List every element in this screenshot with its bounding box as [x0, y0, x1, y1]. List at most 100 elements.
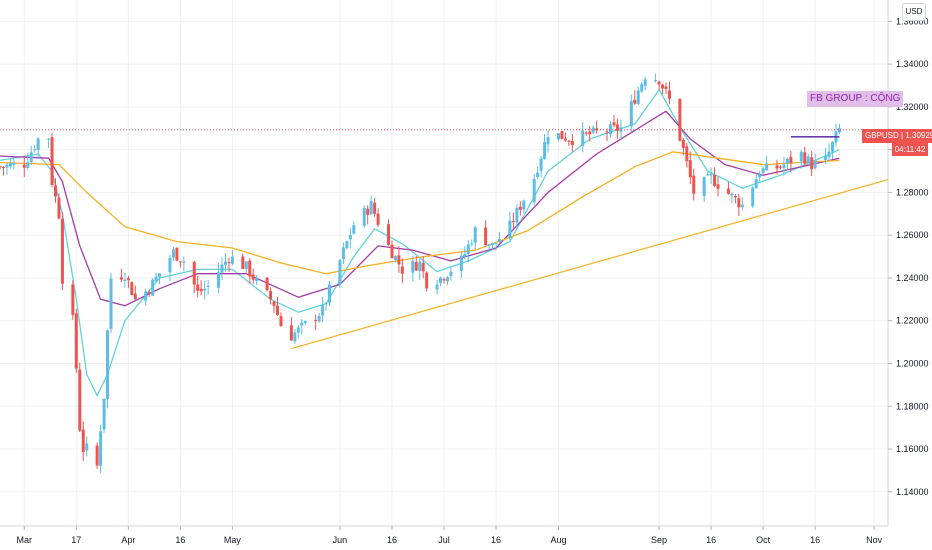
candle-down [605, 131, 609, 133]
candle-down [192, 261, 196, 285]
candle-up [33, 149, 37, 151]
candle-down [414, 261, 418, 271]
candle-down [376, 213, 380, 225]
candle-up [203, 288, 207, 291]
price-tick-label: 1.34000 [896, 59, 929, 69]
candle-down [276, 305, 279, 315]
candle-up [536, 172, 540, 177]
candle-down [692, 175, 696, 194]
candle-up [352, 225, 356, 234]
candle-down [397, 255, 401, 265]
candle-up [144, 291, 148, 301]
grid [0, 0, 888, 526]
candle-up [223, 261, 227, 265]
candle-up [5, 164, 9, 168]
candle-up [47, 138, 51, 140]
candle-up [99, 431, 103, 466]
candle-down [119, 277, 123, 280]
candle-up [643, 79, 647, 86]
candle-down [511, 221, 515, 223]
moving-average-line [0, 151, 840, 275]
candle-down [248, 260, 252, 277]
price-tick-label: 1.36000 [896, 16, 929, 26]
candle-up [362, 207, 366, 226]
candle-down [71, 284, 75, 315]
candle-up [543, 142, 547, 159]
price-tick-label: 1.26000 [896, 230, 929, 240]
candle-down [22, 164, 26, 168]
time-tick-label: 16 [810, 535, 820, 545]
candle-down [726, 188, 730, 194]
candle-up [709, 173, 713, 176]
candle-up [751, 187, 755, 207]
time-tick-label: 16 [706, 535, 716, 545]
time-tick-label: 16 [387, 535, 397, 545]
candle-down [147, 292, 151, 295]
time-tick-label: 16 [175, 535, 185, 545]
candle-up [581, 130, 585, 146]
candle-down [269, 291, 273, 300]
candle-down [733, 195, 737, 198]
candle-up [328, 284, 332, 303]
candle-up [171, 249, 175, 258]
candle-up [831, 142, 834, 152]
candle-up [473, 227, 477, 243]
candle-down [664, 86, 668, 90]
candle-down [272, 301, 276, 306]
time-axis[interactable]: Mar 17 Apr 16 May Jun 16 Jul 16 Aug Sep 16 Oct 16 Nov [17, 526, 883, 545]
candle-up [546, 137, 550, 145]
candle-down [78, 369, 82, 431]
drawings[interactable] [0, 129, 889, 350]
candle-up [730, 193, 734, 196]
time-tick-label: Aug [550, 535, 566, 545]
candle-down [279, 316, 283, 327]
time-tick-label: May [224, 535, 242, 545]
candle-down [803, 152, 807, 164]
candle-up [435, 284, 439, 290]
candle-up [459, 255, 463, 272]
symbol-label: GBPUSD [865, 131, 899, 140]
candle-down [567, 140, 571, 142]
candle-up [498, 239, 501, 242]
price-tick-label: 1.20000 [896, 358, 929, 368]
candle-up [296, 327, 300, 333]
candle-down [390, 244, 394, 259]
candle-up [740, 204, 744, 208]
candle-up [102, 398, 106, 430]
candle-up [640, 84, 644, 92]
candle-up [106, 330, 110, 399]
candle-up [470, 243, 474, 245]
candle-up [445, 277, 449, 282]
candle-down [57, 197, 61, 219]
candle-up [393, 256, 397, 260]
candle-up [515, 207, 519, 223]
candle-up [255, 278, 259, 282]
candle-down [570, 140, 574, 146]
price-tick-label: 1.24000 [896, 273, 929, 283]
candle-down [685, 146, 689, 162]
candle-up [706, 174, 710, 176]
candle-down [289, 325, 293, 341]
candle-down [425, 272, 429, 289]
candles [0, 73, 841, 473]
candle-up [324, 303, 328, 305]
price-axis[interactable]: 1.360001.340001.320001.300001.280001.260… [888, 16, 929, 497]
candle-up [206, 285, 210, 287]
candle-up [348, 235, 352, 240]
annotation-label[interactable]: FB GROUP : CỘNG [807, 91, 904, 107]
candle-up [154, 276, 158, 282]
candle-up [494, 242, 498, 244]
moving-averages [0, 89, 840, 397]
candle-up [109, 278, 113, 329]
candle-down [681, 139, 685, 148]
candle-up [827, 151, 831, 158]
candle-up [244, 261, 248, 269]
candle-up [369, 201, 373, 215]
candle-down [241, 256, 245, 269]
currency-badge[interactable]: USD [902, 3, 926, 21]
candle-down [54, 185, 57, 197]
candle-down [366, 208, 370, 215]
candle-up [824, 155, 828, 161]
candle-down [667, 90, 671, 99]
